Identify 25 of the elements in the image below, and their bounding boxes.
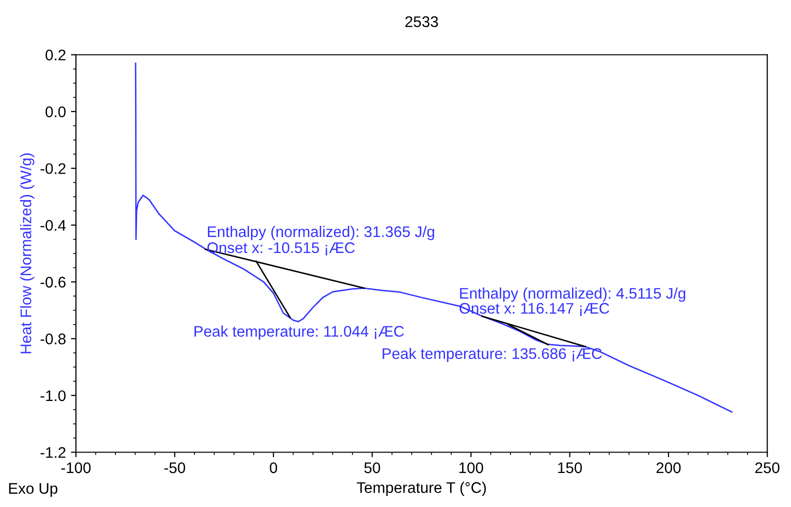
annotation: Peak temperature: 11.044 ¡ÆC: [194, 326, 404, 340]
x-tick-label: 100: [459, 462, 484, 474]
y-tick-label: 0.0: [46, 106, 66, 118]
y-tick-label: -0.8: [40, 334, 66, 344]
x-tick-label: 50: [364, 462, 380, 474]
y-tick-label: -0.4: [40, 220, 66, 231]
x-tick-label: 250: [755, 462, 780, 474]
x-tick-label: 150: [558, 462, 582, 474]
x-axis-title: Temperature T (°C): [356, 482, 486, 496]
y-tick-label: 0.2: [46, 50, 66, 60]
annotation: Onset x: -10.515 ¡ÆC: [207, 242, 355, 256]
x-tick-label: -100: [61, 462, 91, 474]
x-tick-label: 0: [270, 462, 278, 474]
annotation: Enthalpy (normalized): 31.365 J/g: [208, 226, 434, 240]
y-tick-label: -0.2: [40, 163, 66, 174]
y-tick-label: -0.6: [40, 276, 66, 288]
y-axis-title: Heat Flow (Normalized) (W/g): [20, 153, 34, 354]
y-tick-label: -1.2: [40, 447, 66, 458]
x-tick-label: 200: [656, 462, 681, 474]
annotation: Peak temperature: 135.686 ¡ÆC: [382, 348, 602, 362]
y-tick-label: -1.0: [40, 390, 66, 402]
annotation: Enthalpy (normalized): 4.5115 J/g: [460, 288, 686, 302]
text: Exo Up: [9, 483, 58, 497]
chart-title: 2533: [405, 16, 438, 28]
x-tick-label: -50: [164, 462, 186, 474]
